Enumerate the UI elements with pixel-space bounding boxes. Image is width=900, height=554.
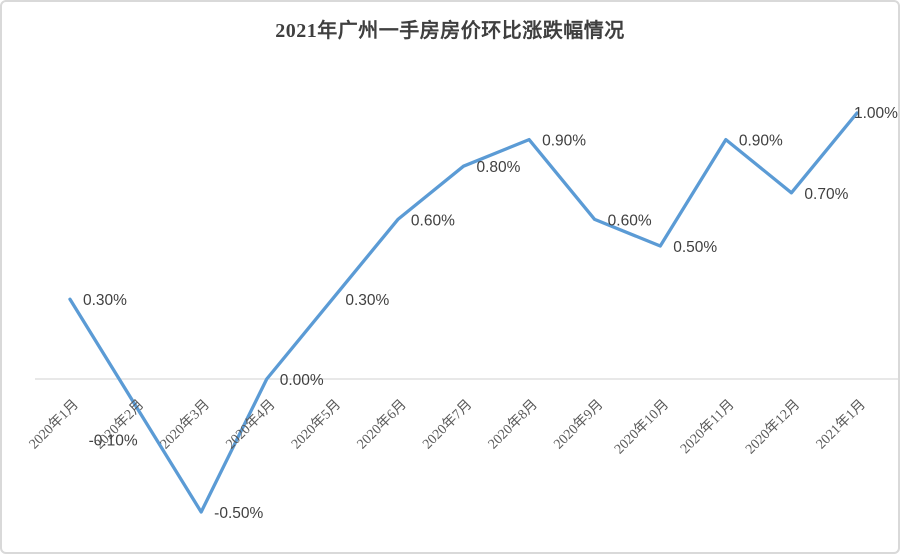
x-axis-label: 2020年6月	[354, 397, 410, 453]
data-label: 1.00%	[854, 105, 898, 122]
series-line	[68, 111, 859, 514]
data-label: 0.50%	[673, 239, 717, 256]
x-axis-label: 2020年4月	[223, 397, 279, 453]
data-label: 0.30%	[345, 292, 389, 309]
data-label: 0.70%	[804, 186, 848, 203]
x-axis-label: 2020年3月	[157, 397, 213, 453]
data-label: -0.10%	[89, 433, 138, 450]
chart-title: 2021年广州一手房房价环比涨跌幅情况	[275, 20, 625, 42]
x-axis-label: 2021年1月	[813, 397, 869, 453]
data-label: 0.30%	[83, 292, 127, 309]
x-axis-label: 2020年11月	[677, 397, 737, 457]
data-label: 0.90%	[542, 133, 586, 150]
data-label: 0.80%	[477, 159, 521, 176]
x-axis-label: 2020年8月	[485, 397, 541, 453]
x-axis-label: 2020年9月	[551, 397, 607, 453]
data-label: 0.60%	[411, 212, 455, 229]
data-label: 0.90%	[739, 133, 783, 150]
data-label: -0.50%	[214, 505, 263, 522]
x-axis-label: 2020年7月	[419, 397, 475, 453]
x-axis-label: 2020年10月	[611, 397, 672, 458]
x-axis-label: 2020年12月	[742, 397, 803, 458]
x-axis-label: 2020年1月	[26, 397, 82, 453]
data-label: 0.60%	[608, 212, 652, 229]
data-label: 0.00%	[280, 372, 324, 389]
x-axis-label: 2020年5月	[288, 397, 344, 453]
